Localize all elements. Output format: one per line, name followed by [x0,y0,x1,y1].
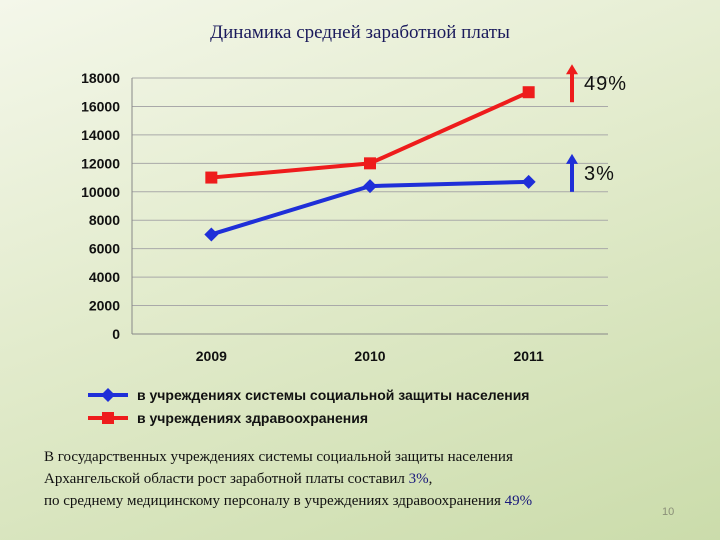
y-tick-label: 18000 [81,70,120,86]
y-tick-label: 14000 [81,127,120,143]
growth-arrow-shaft [570,72,574,103]
y-tick-label: 0 [112,326,120,342]
caption-text: В государственных учреждениях системы со… [44,446,664,512]
growth-label: 3% [584,163,615,185]
data-point [363,179,377,194]
caption-line-2-suffix: , [428,471,433,487]
caption-line-1: В государственных учреждениях системы со… [44,449,513,465]
y-tick-label: 10000 [81,184,120,200]
caption-line-3: по среднему медицинскому персоналу в учр… [44,490,664,512]
legend-label: в учреждениях системы социальной защиты … [137,387,529,403]
legend-marker [102,412,114,424]
caption-line-2: Архангельской области рост заработной пл… [44,468,664,490]
data-point [205,171,218,184]
caption-line-2-text: Архангельской области рост заработной пл… [44,471,409,487]
y-tick-label: 4000 [89,269,120,285]
y-tick-label: 6000 [89,241,120,257]
y-tick-label: 8000 [89,212,120,228]
x-tick-label: 2010 [354,348,385,364]
data-point [364,157,376,170]
x-tick-label: 2009 [196,348,227,364]
x-tick-label: 2011 [513,348,544,364]
y-tick-label: 16000 [81,98,120,114]
caption-health-pct: 49% [504,493,533,509]
y-tick-label: 2000 [89,298,120,314]
legend-label: в учреждениях здравоохранения [137,410,368,426]
data-point [521,174,536,189]
growth-label: 49% [584,73,627,95]
caption-social-pct: 3% [408,471,429,487]
page-number: 10 [662,506,675,518]
caption-line-3-text: по среднему медицинскому персоналу в учр… [44,493,505,509]
slide-title: Динамика средней заработной платы [210,22,510,43]
legend-marker [101,388,115,402]
data-point [204,227,219,242]
growth-arrow-shaft [570,161,574,192]
data-point [522,86,535,99]
growth-arrow-head [566,64,578,75]
growth-arrow-head [566,153,578,164]
y-tick-label: 12000 [81,155,120,171]
